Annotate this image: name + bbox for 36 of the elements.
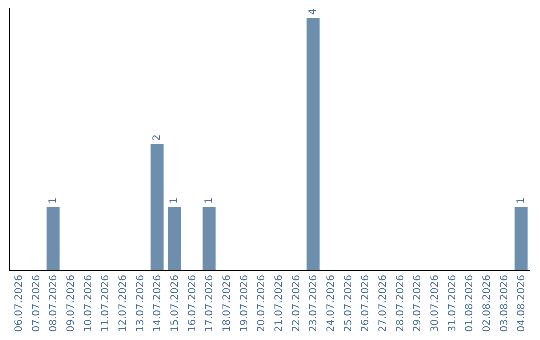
- x-tick-label: 14.07.2026: [152, 275, 164, 332]
- x-tick-label: 06.07.2026: [14, 275, 25, 332]
- x-tick-label: 02.08.2026: [482, 275, 493, 332]
- x-tick-label: 28.07.2026: [395, 275, 406, 332]
- x-tick-label: 09.07.2026: [66, 275, 77, 332]
- x-tick-label: 11.07.2026: [100, 275, 112, 332]
- data-label: 1: [204, 198, 215, 204]
- x-tick-label: 03.08.2026: [499, 275, 510, 332]
- x-tick-label: 17.07.2026: [204, 275, 216, 332]
- data-label: 4: [308, 8, 319, 16]
- data-label: 1: [169, 198, 180, 204]
- x-tick-label: 10.07.2026: [83, 275, 94, 332]
- x-tick-label: 30.07.2026: [430, 275, 441, 332]
- x-tick-label: 08.07.2026: [48, 275, 60, 332]
- x-tick-label: 04.08.2026: [516, 275, 528, 332]
- x-tick-label: 19.07.2026: [239, 275, 250, 332]
- x-tick-label: 13.07.2026: [135, 275, 146, 332]
- x-tick-label: 16.07.2026: [187, 275, 198, 332]
- x-tick-label: 24.07.2026: [326, 275, 337, 332]
- x-tick-label: 22.07.2026: [291, 275, 302, 332]
- x-tick-label: 15.07.2026: [170, 275, 181, 332]
- x-tick-label: 26.07.2026: [360, 275, 372, 332]
- x-tick-label: 31.07.2026: [447, 275, 458, 332]
- x-tick-label: 07.07.2026: [31, 275, 42, 332]
- x-tick-label: 29.07.2026: [412, 275, 424, 332]
- x-tick-label: 01.08.2026: [464, 275, 476, 332]
- x-tick-label: 12.07.2026: [118, 275, 129, 332]
- x-tick-label: 23.07.2026: [308, 275, 320, 332]
- x-tick-label: 21.07.2026: [274, 275, 285, 332]
- data-label: 1: [48, 198, 59, 204]
- data-label: 2: [152, 134, 163, 142]
- x-tick-label: 25.07.2026: [343, 275, 354, 332]
- x-tick-label: 27.07.2026: [378, 275, 389, 332]
- data-label: 1: [516, 198, 527, 204]
- x-tick-label: 18.07.2026: [222, 275, 233, 332]
- x-tick-label: 20.07.2026: [256, 275, 268, 332]
